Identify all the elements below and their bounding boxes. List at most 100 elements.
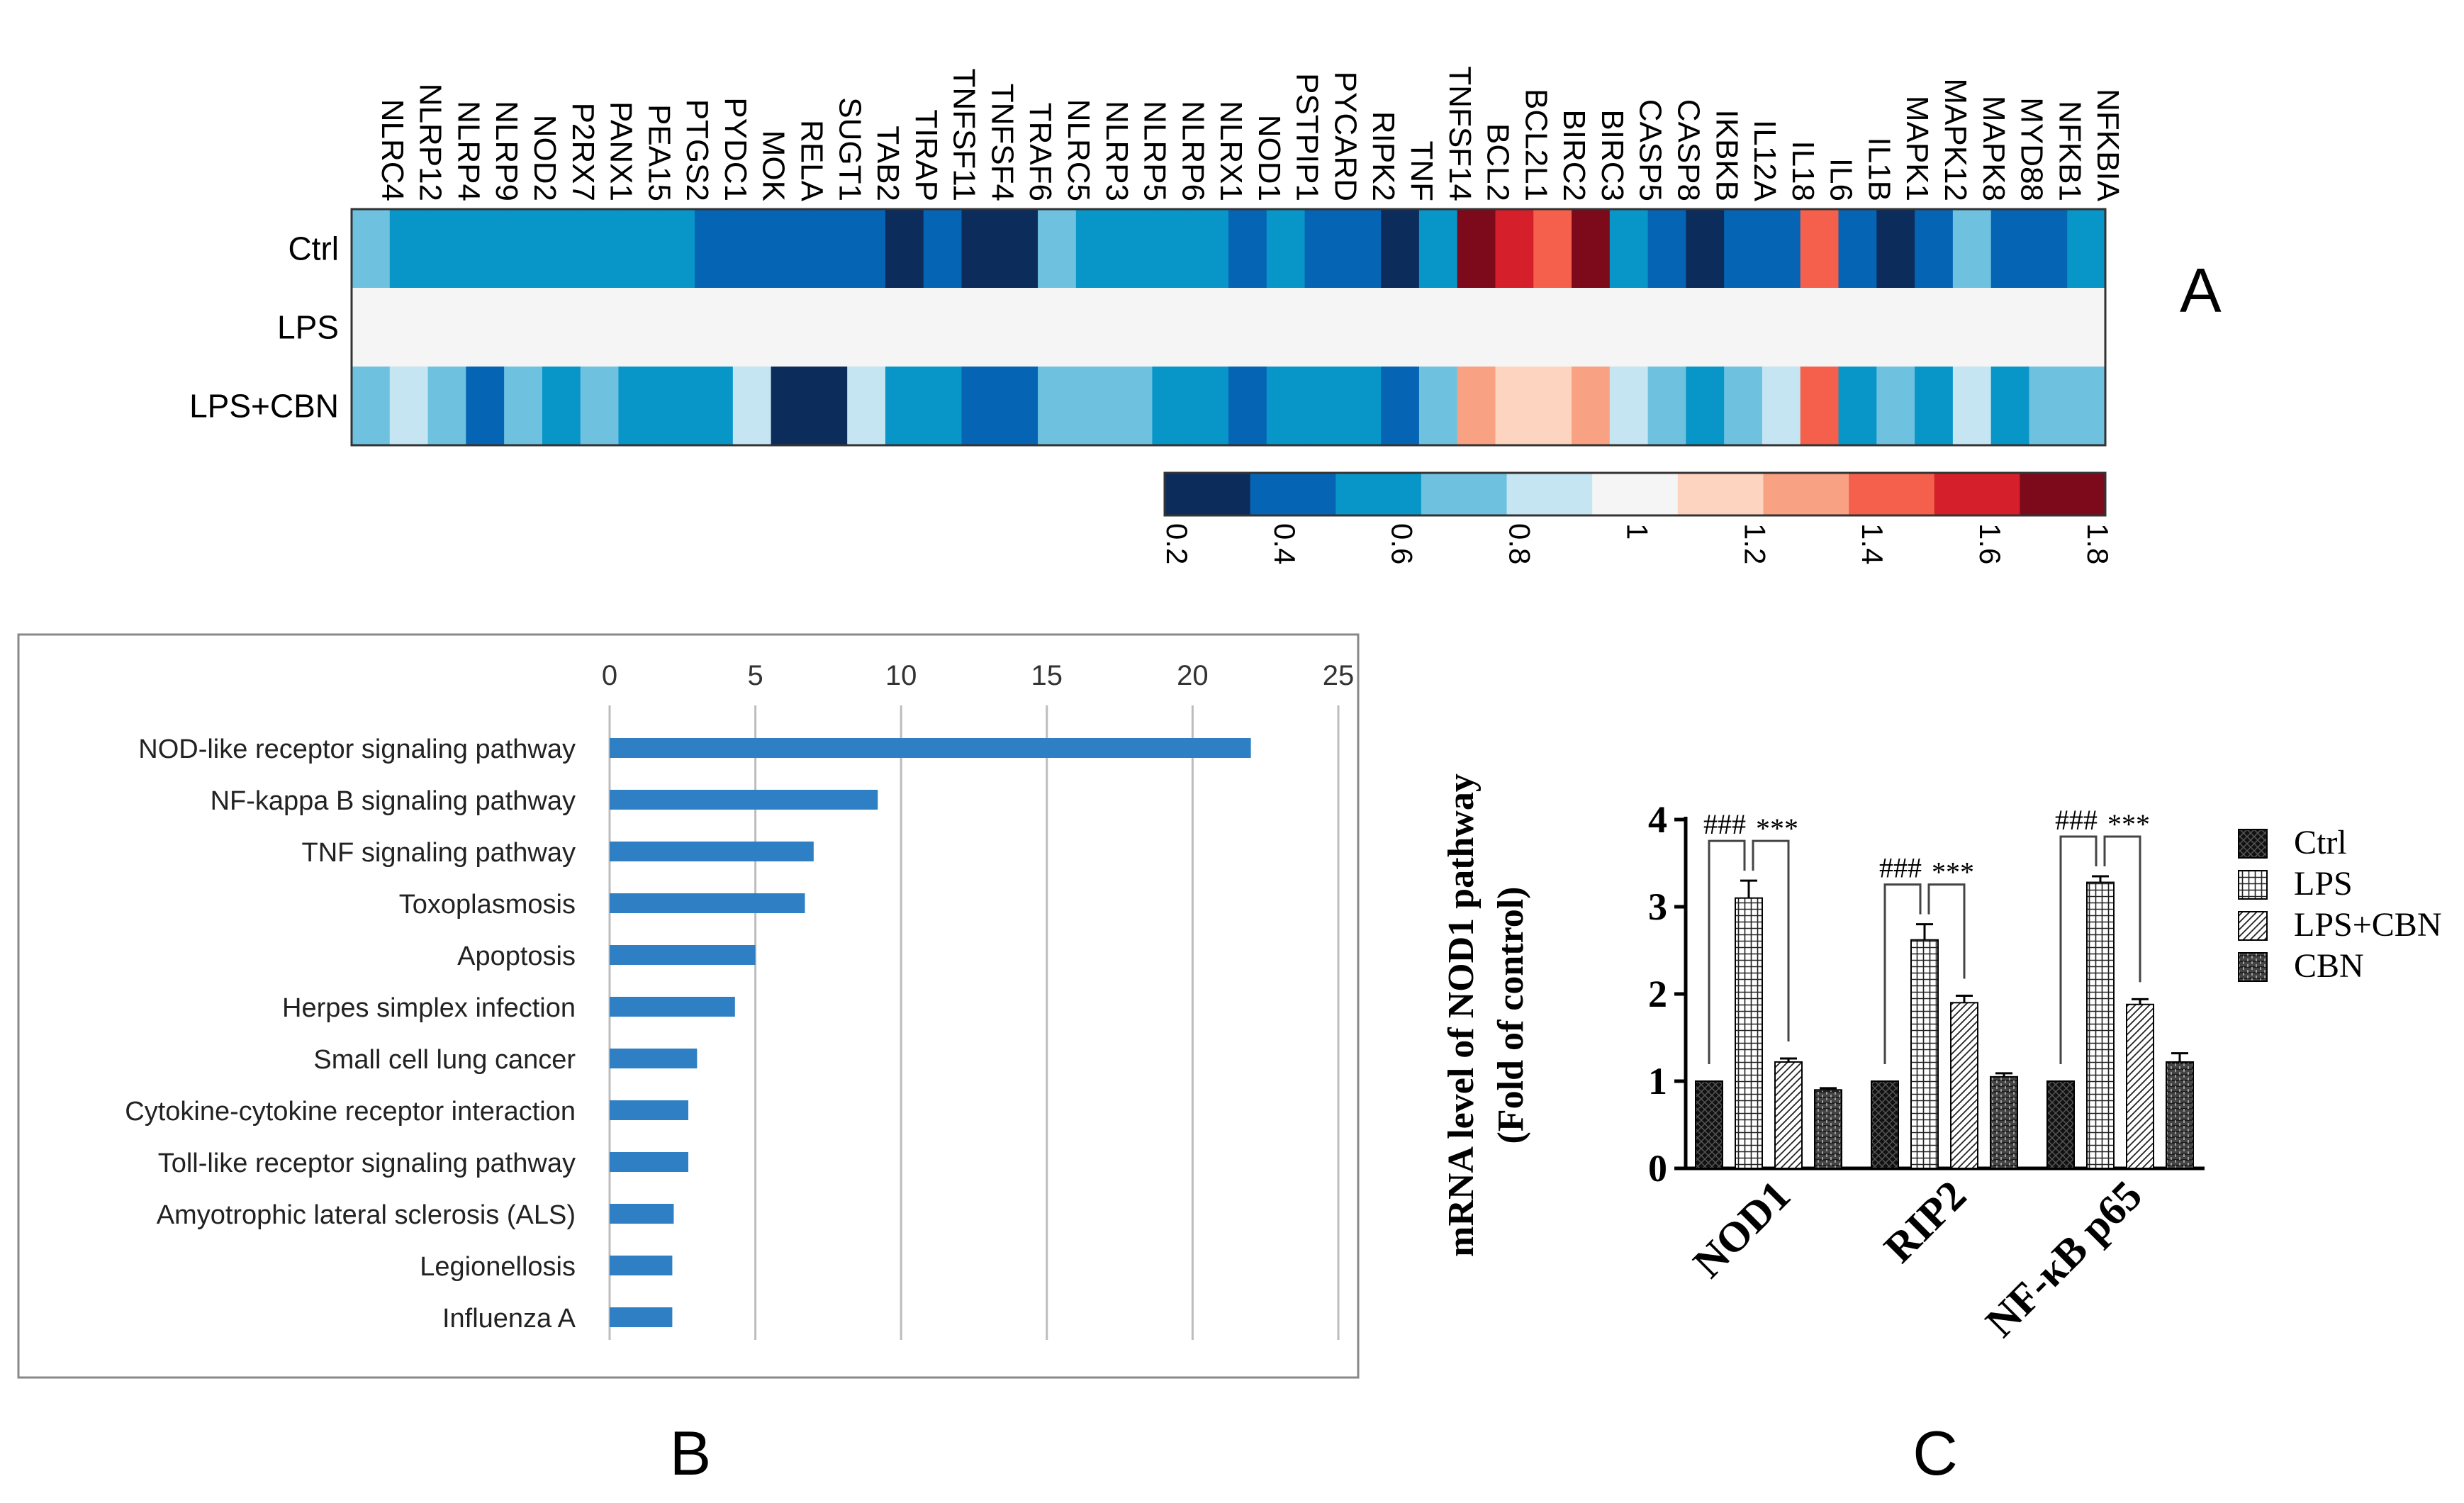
panel-c-bar bbox=[2126, 1003, 2154, 1170]
panel-b-bar bbox=[610, 1204, 674, 1224]
heatmap-cell bbox=[656, 209, 695, 288]
gene-label: PANX1 bbox=[604, 101, 639, 201]
colorbar-swatch bbox=[1421, 473, 1508, 515]
heatmap-cell bbox=[1533, 288, 1572, 367]
heatmap-cell bbox=[1038, 209, 1077, 288]
heatmap-cell bbox=[961, 209, 1001, 288]
colorbar-tick-label: 1.4 bbox=[1856, 523, 1889, 564]
gene-label: MYD88 bbox=[2015, 97, 2049, 201]
panel-c-legend-swatch bbox=[2238, 829, 2268, 859]
heatmap-cell bbox=[1266, 367, 1306, 445]
heatmap-cell bbox=[1152, 367, 1192, 445]
panel-b-bar bbox=[610, 842, 814, 861]
panel-b-tick-label: 15 bbox=[1031, 660, 1063, 691]
gene-label: BIRC2 bbox=[1557, 109, 1591, 201]
panel-c-ylabel-line1: mRNA level of NOD1 pathway bbox=[1441, 773, 1482, 1257]
colorbar-tick-label: 0.6 bbox=[1386, 523, 1419, 564]
panel-b-category-label: Cytokine-cytokine receptor interaction bbox=[125, 1097, 576, 1127]
panel-c-bars: NOD1 RIP2 NF-κB p65 bbox=[1684, 875, 2194, 1346]
heatmap-cell bbox=[1495, 367, 1535, 445]
panel-c-bar bbox=[2166, 1061, 2194, 1169]
heatmap-row-label: LPS bbox=[277, 309, 339, 346]
heatmap-cell bbox=[1228, 367, 1267, 445]
heatmap-cell bbox=[847, 367, 886, 445]
heatmap-cell bbox=[504, 367, 543, 445]
heatmap-cell bbox=[1800, 209, 1839, 288]
colorbar-tick-label: 1 bbox=[1620, 523, 1654, 540]
heatmap-cell bbox=[771, 209, 810, 288]
heatmap-cell bbox=[885, 367, 924, 445]
panel-c-bar bbox=[2086, 881, 2115, 1170]
gene-label: P2RX7 bbox=[566, 103, 600, 201]
panel-b-bar bbox=[610, 790, 878, 810]
heatmap-cell bbox=[389, 288, 429, 367]
panel-b-category-labels: NOD-like receptor signaling pathway NF-ka… bbox=[125, 734, 576, 1334]
colorbar-swatch bbox=[1849, 473, 1935, 515]
panel-c-bracket-vs-lps bbox=[1752, 839, 1790, 1042]
heatmap-border bbox=[350, 208, 2107, 447]
gene-label: NLRP9 bbox=[489, 101, 524, 201]
colorbar-tick-label: 1.2 bbox=[1738, 523, 1771, 564]
heatmap-row-labels: Ctrl LPS LPS+CBN bbox=[189, 230, 339, 425]
heatmap-row-label: Ctrl bbox=[288, 230, 339, 267]
heatmap-cell bbox=[1304, 209, 1344, 288]
heatmap-cell bbox=[352, 367, 391, 445]
panel-b-category-label: Small cell lung cancer bbox=[313, 1045, 576, 1075]
colorbar-swatch bbox=[1335, 473, 1422, 515]
panel-b-category-label: NF-kappa B signaling pathway bbox=[211, 786, 576, 816]
heatmap-cell bbox=[1838, 367, 1878, 445]
panel-b-tick-label: 0 bbox=[602, 660, 617, 691]
panel-c-legend-label: CBN bbox=[2294, 947, 2364, 985]
heatmap-cell bbox=[1190, 288, 1229, 367]
gene-label: TNFSF4 bbox=[985, 84, 1019, 201]
heatmap-cell bbox=[1495, 288, 1535, 367]
heatmap-cell bbox=[427, 288, 467, 367]
panel-c-sig-vs-lps: *** bbox=[2107, 808, 2150, 840]
heatmap-cell bbox=[1724, 209, 1763, 288]
heatmap-cell bbox=[1190, 367, 1229, 445]
heatmap-cell bbox=[1686, 209, 1725, 288]
heatmap-cell bbox=[352, 209, 391, 288]
gene-label: IL6 bbox=[1824, 158, 1859, 201]
heatmap-cell bbox=[1533, 367, 1572, 445]
gene-label: RELA bbox=[795, 120, 829, 202]
gene-label: BCL2L1 bbox=[1518, 89, 1553, 201]
panel-c-bracket-vs-lps bbox=[1927, 883, 1966, 979]
heatmap-cell bbox=[427, 367, 467, 445]
heatmap-cell bbox=[1762, 367, 1801, 445]
colorbar-swatch bbox=[1592, 473, 1679, 515]
heatmap-cell bbox=[1952, 367, 1992, 445]
heatmap-cell bbox=[1724, 367, 1763, 445]
heatmap-cell bbox=[1038, 288, 1077, 367]
panel-b-category-label: Herpes simplex infection bbox=[282, 993, 576, 1023]
panel-c-bar bbox=[1950, 1002, 1978, 1170]
heatmap-cell bbox=[542, 209, 581, 288]
panel-c-bar bbox=[2046, 1080, 2075, 1169]
colorbar-tick-label: 0.4 bbox=[1268, 523, 1301, 564]
heatmap-cell bbox=[1876, 288, 1915, 367]
gene-label: NFKB1 bbox=[2052, 101, 2087, 201]
heatmap-cell bbox=[1915, 209, 1954, 288]
heatmap-cell bbox=[1114, 209, 1153, 288]
heatmap-cell bbox=[580, 288, 620, 367]
heatmap-cell bbox=[1990, 288, 2030, 367]
panel-c-sig-vs-ctrl: ### bbox=[1703, 808, 1746, 840]
panel-b-gridlines bbox=[608, 705, 1340, 1340]
heatmap-cell bbox=[1572, 367, 1611, 445]
heatmap-cell bbox=[542, 367, 581, 445]
heatmap-cell bbox=[732, 209, 772, 288]
heatmap-cell bbox=[1418, 288, 1458, 367]
heatmap-cell bbox=[1038, 367, 1077, 445]
colorbar-swatch bbox=[1763, 473, 1849, 515]
panel-c-legend-swatch bbox=[2238, 952, 2268, 982]
heatmap-cell bbox=[1572, 209, 1611, 288]
heatmap-cell bbox=[1266, 288, 1306, 367]
gene-label: BIRC3 bbox=[1595, 109, 1630, 201]
heatmap-cell bbox=[1457, 209, 1496, 288]
panel-c-bracket-vs-ctrl bbox=[2059, 835, 2098, 1064]
panel-b-tick-label: 25 bbox=[1323, 660, 1355, 691]
heatmap-cell bbox=[2067, 367, 2106, 445]
heatmap-cell bbox=[656, 288, 695, 367]
heatmap-row-label: LPS+CBN bbox=[189, 388, 339, 425]
colorbar-swatch bbox=[1165, 473, 1251, 515]
